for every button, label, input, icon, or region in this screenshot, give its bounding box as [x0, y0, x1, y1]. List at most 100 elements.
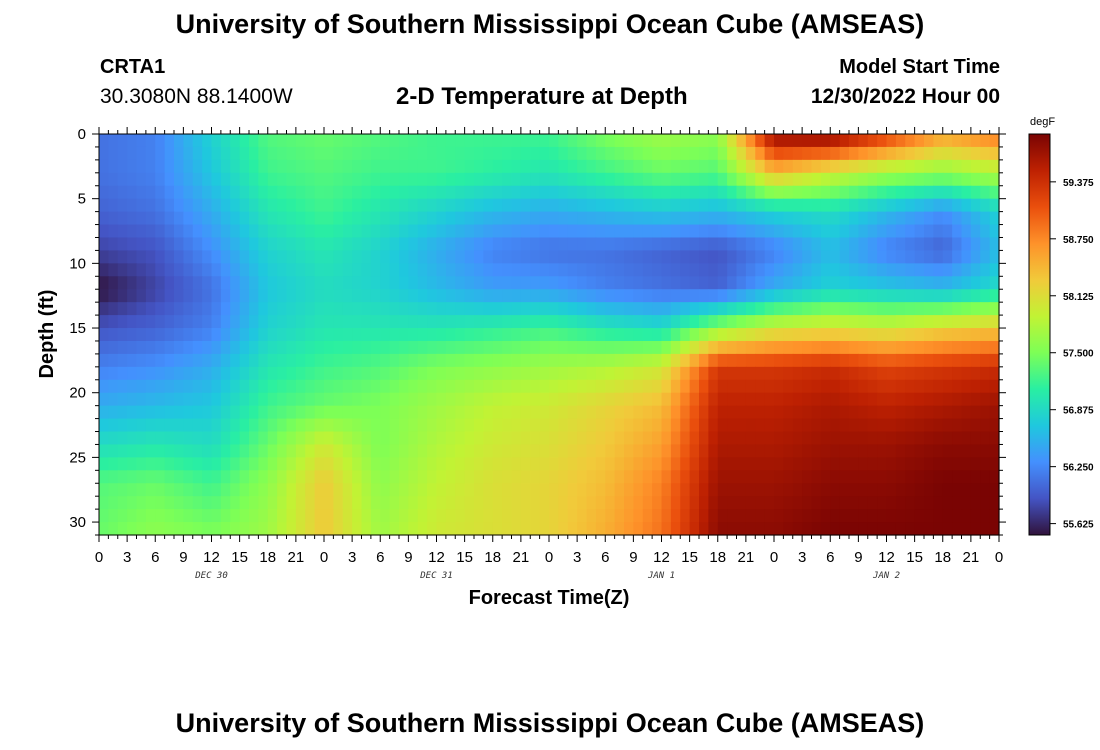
heatmap-cell — [689, 431, 700, 446]
heatmap-cell — [820, 237, 831, 252]
heatmap-cell — [605, 211, 616, 226]
heatmap-cell — [342, 211, 353, 226]
heatmap-cell — [661, 509, 672, 523]
heatmap-cell — [830, 392, 841, 407]
heatmap-cell — [755, 146, 766, 161]
heatmap-cell — [258, 134, 269, 148]
heatmap-cell — [117, 237, 128, 252]
heatmap-cell — [295, 134, 306, 148]
heatmap-cell — [858, 418, 869, 433]
heatmap-cell — [952, 431, 963, 446]
heatmap-cell — [230, 483, 241, 497]
heatmap-cell — [708, 444, 719, 458]
heatmap-cell — [633, 496, 644, 510]
heatmap-cell — [577, 522, 588, 536]
heatmap-cell — [980, 315, 991, 329]
heatmap-cell — [417, 276, 428, 290]
heatmap-cell — [952, 379, 963, 394]
heatmap-cell — [295, 366, 306, 381]
heatmap-cell — [980, 237, 991, 252]
heatmap-cell — [295, 431, 306, 446]
heatmap-cell — [727, 289, 738, 303]
heatmap-cell — [108, 289, 119, 303]
heatmap-cell — [408, 353, 419, 368]
heatmap-cell — [567, 302, 578, 316]
heatmap-cell — [614, 224, 625, 239]
heatmap-cell — [530, 444, 541, 458]
heatmap-cell — [942, 276, 953, 290]
heatmap-cell — [764, 289, 775, 303]
heatmap-cell — [699, 353, 709, 368]
heatmap-cell — [867, 289, 878, 303]
heatmap-cell — [764, 509, 775, 523]
heatmap-cell — [277, 315, 288, 329]
heatmap-cell — [802, 328, 813, 342]
heatmap-cell — [933, 159, 944, 174]
heatmap-cell — [624, 276, 634, 290]
heatmap-cell — [539, 276, 550, 290]
heatmap-cell — [258, 172, 269, 187]
heatmap-cell — [417, 250, 428, 264]
heatmap-cell — [661, 418, 672, 433]
heatmap-cell — [839, 431, 850, 446]
heatmap-cell — [127, 315, 138, 329]
heatmap-cell — [539, 134, 550, 148]
x-tick-label: 21 — [288, 549, 305, 566]
heatmap-cell — [117, 185, 128, 200]
heatmap-cell — [867, 496, 878, 510]
heatmap-cell — [914, 418, 925, 433]
heatmap-cell — [333, 198, 344, 213]
heatmap-cell — [305, 366, 316, 381]
heatmap-cell — [849, 444, 859, 458]
heatmap-cell — [792, 328, 803, 342]
heatmap-cell — [286, 146, 297, 161]
heatmap-cell — [183, 315, 194, 329]
heatmap-cell — [764, 237, 775, 252]
heatmap-cell — [249, 250, 259, 264]
heatmap-cell — [699, 457, 709, 471]
heatmap-cell — [520, 211, 531, 226]
heatmap-cell — [736, 224, 747, 239]
heatmap-cell — [436, 366, 447, 381]
heatmap-cell — [708, 315, 719, 329]
heatmap-cell — [483, 211, 494, 226]
heatmap-cell — [961, 496, 972, 510]
heatmap-cell — [755, 289, 766, 303]
heatmap-cell — [980, 289, 991, 303]
heatmap-cell — [595, 457, 606, 471]
heatmap-cell — [942, 496, 953, 510]
heatmap-cell — [389, 276, 400, 290]
heatmap-cell — [427, 509, 438, 523]
heatmap-cell — [595, 496, 606, 510]
heatmap-cell — [989, 250, 1000, 264]
heatmap-cell — [108, 211, 119, 226]
heatmap-cell — [708, 366, 719, 381]
heatmap-cell — [539, 315, 550, 329]
heatmap-cell — [305, 224, 316, 239]
heatmap-cell — [230, 146, 241, 161]
heatmap-cell — [127, 134, 138, 148]
heatmap-cell — [830, 483, 841, 497]
heatmap-cell — [942, 237, 953, 252]
colorbar-tick-label: 56.875 — [1063, 406, 1094, 417]
heatmap-cell — [164, 431, 175, 446]
heatmap-cell — [549, 340, 559, 355]
heatmap-cell — [183, 405, 194, 420]
heatmap-cell — [417, 302, 428, 316]
heatmap-cell — [211, 405, 222, 420]
heatmap-cell — [727, 328, 738, 342]
heatmap-cell — [577, 237, 588, 252]
heatmap-cell — [764, 405, 775, 420]
heatmap-cell — [427, 198, 438, 213]
heatmap-cell — [642, 328, 653, 342]
heatmap-cell — [127, 470, 138, 484]
heatmap-cell — [202, 379, 213, 394]
heatmap-cell — [670, 470, 681, 484]
heatmap-cell — [286, 483, 297, 497]
heatmap-cell — [333, 159, 344, 174]
heatmap-cell — [849, 431, 859, 446]
heatmap-cell — [117, 405, 128, 420]
heatmap-cell — [380, 353, 391, 368]
heatmap-cell — [117, 263, 128, 277]
heatmap-cell — [642, 444, 653, 458]
